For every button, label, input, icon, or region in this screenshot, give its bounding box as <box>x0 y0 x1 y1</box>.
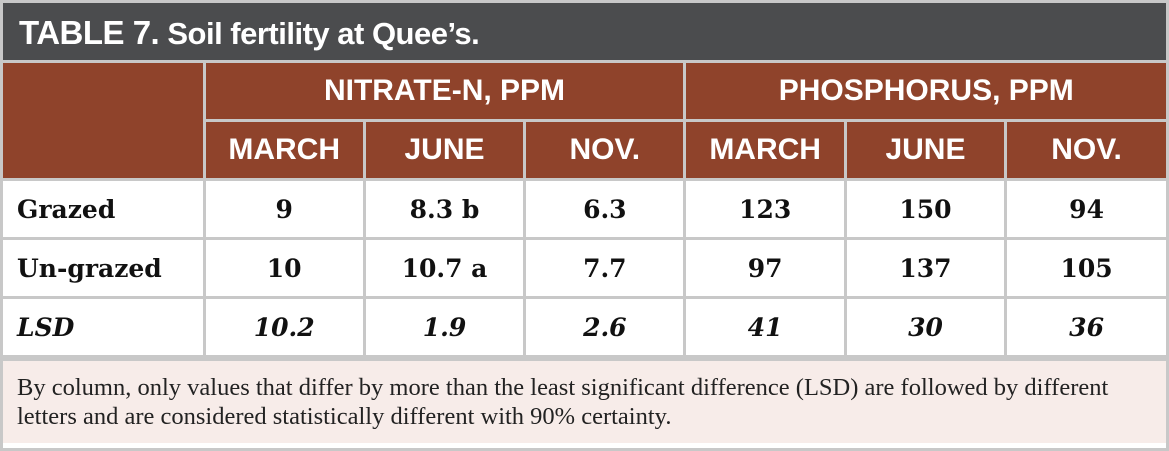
cell: 6.3 <box>523 178 687 240</box>
cell: 30 <box>843 296 1008 358</box>
cell: 137 <box>843 237 1008 299</box>
month-header: MARCH <box>204 119 366 181</box>
cell: 10.7 a <box>362 237 527 299</box>
cell: 10.2 <box>202 296 366 358</box>
group-header-row: NITRATE-N, PPM PHOSPHORUS, PPM <box>3 63 1166 181</box>
cell: 97 <box>683 237 847 299</box>
month-header: JUNE <box>843 119 1008 181</box>
cell: 9 <box>202 178 366 240</box>
month-header: NOV. <box>1004 119 1166 181</box>
table-number: TABLE 7. <box>19 14 160 51</box>
table-row: Grazed 9 8.3 b 6.3 123 150 94 <box>3 178 1166 240</box>
row-label: Un-grazed <box>3 237 206 299</box>
soil-fertility-table: NITRATE-N, PPM PHOSPHORUS, PPM MARCH JUN… <box>3 63 1166 358</box>
table-title: TABLE 7. Soil fertility at Quee’s. <box>3 3 1166 63</box>
month-header: JUNE <box>362 119 527 181</box>
cell: 36 <box>1004 296 1166 358</box>
cell: 2.6 <box>523 296 687 358</box>
table-row: Un-grazed 10 10.7 a 7.7 97 137 105 <box>3 237 1166 299</box>
cell: 123 <box>683 178 847 240</box>
cell: 41 <box>683 296 847 358</box>
row-label: Grazed <box>3 178 206 240</box>
month-header: NOV. <box>523 119 687 181</box>
empty-corner-header <box>3 63 206 181</box>
cell: 105 <box>1004 237 1166 299</box>
cell: 150 <box>843 178 1008 240</box>
cell: 10 <box>202 237 366 299</box>
cell: 8.3 b <box>362 178 527 240</box>
table-row-lsd: LSD 10.2 1.9 2.6 41 30 36 <box>3 296 1166 358</box>
table-caption: Soil fertility at Quee’s. <box>159 16 480 51</box>
group-header-phosphorus: PHOSPHORUS, PPM <box>683 63 1166 122</box>
row-label: LSD <box>3 296 206 358</box>
cell: 7.7 <box>523 237 687 299</box>
month-header-row: MARCH JUNE NOV. MARCH JUNE NOV. <box>3 119 1166 181</box>
cell: 1.9 <box>362 296 527 358</box>
table-footnote: By column, only values that differ by mo… <box>3 358 1166 443</box>
cell: 94 <box>1004 178 1166 240</box>
month-header: MARCH <box>683 119 847 181</box>
group-header-nitrate: NITRATE-N, PPM <box>202 63 687 122</box>
